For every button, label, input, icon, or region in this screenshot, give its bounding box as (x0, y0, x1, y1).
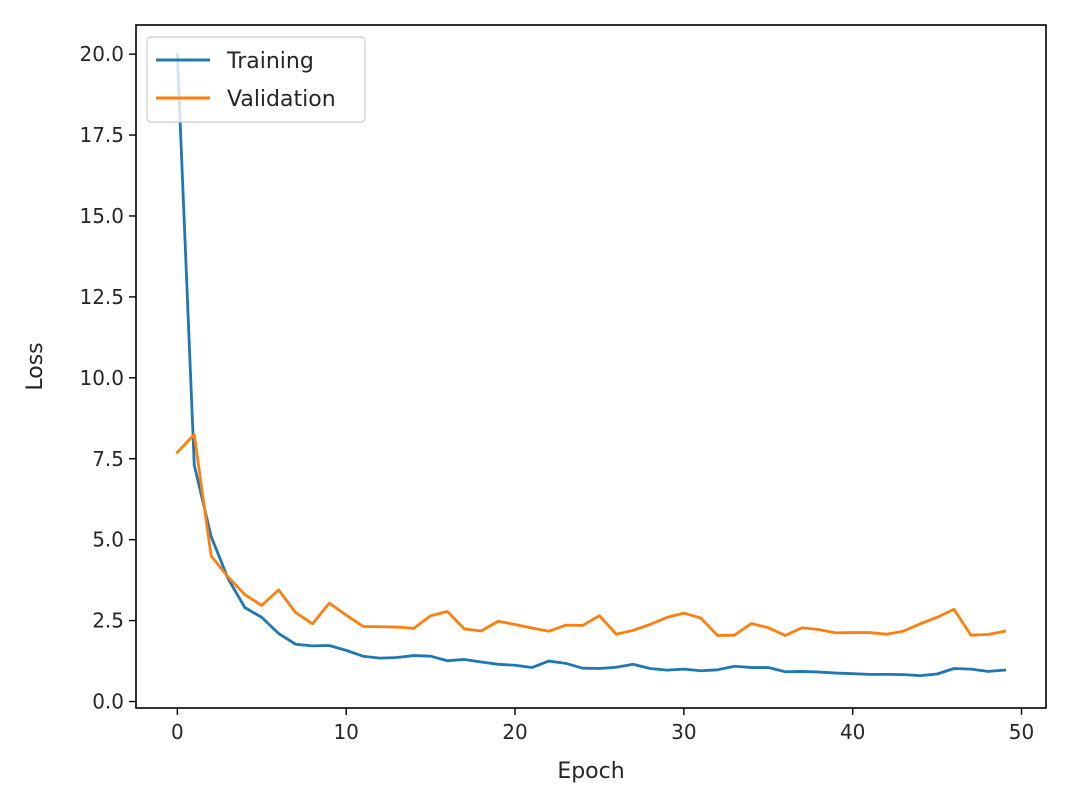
series-line-training (175, 52, 1007, 678)
y-tick-label: 12.5 (79, 285, 124, 309)
x-axis-label: Epoch (557, 759, 624, 784)
y-tick-label: 5.0 (92, 528, 124, 552)
legend-label-validation: Validation (227, 87, 336, 112)
x-tick-label: 50 (1009, 720, 1034, 744)
y-tick-label: 0.0 (92, 690, 124, 714)
x-tick-label: 20 (502, 720, 527, 744)
series-line-validation (175, 433, 1007, 637)
y-tick-label: 2.5 (92, 609, 124, 633)
x-tick-label: 30 (671, 720, 696, 744)
y-tick-label: 7.5 (92, 447, 124, 471)
y-tick-label: 20.0 (79, 42, 124, 66)
y-tick-label: 17.5 (79, 123, 124, 147)
y-axis-ticks: 0.0 2.5 5.0 7.5 10.0 12.5 15.0 17.5 20.0 (79, 42, 136, 714)
legend: Training Validation (146, 36, 366, 123)
legend-box (146, 36, 366, 123)
y-tick-label: 15.0 (79, 204, 124, 228)
legend-label-training: Training (226, 49, 314, 74)
x-tick-label: 0 (171, 720, 184, 744)
y-axis-label: Loss (23, 342, 48, 390)
x-axis-ticks: 0 10 20 30 40 50 (171, 708, 1034, 744)
x-tick-label: 40 (840, 720, 865, 744)
series-layer (175, 52, 1007, 678)
y-tick-label: 10.0 (79, 366, 124, 390)
axes-frame (135, 24, 1047, 709)
x-tick-label: 10 (333, 720, 358, 744)
plot-area (135, 24, 1047, 709)
